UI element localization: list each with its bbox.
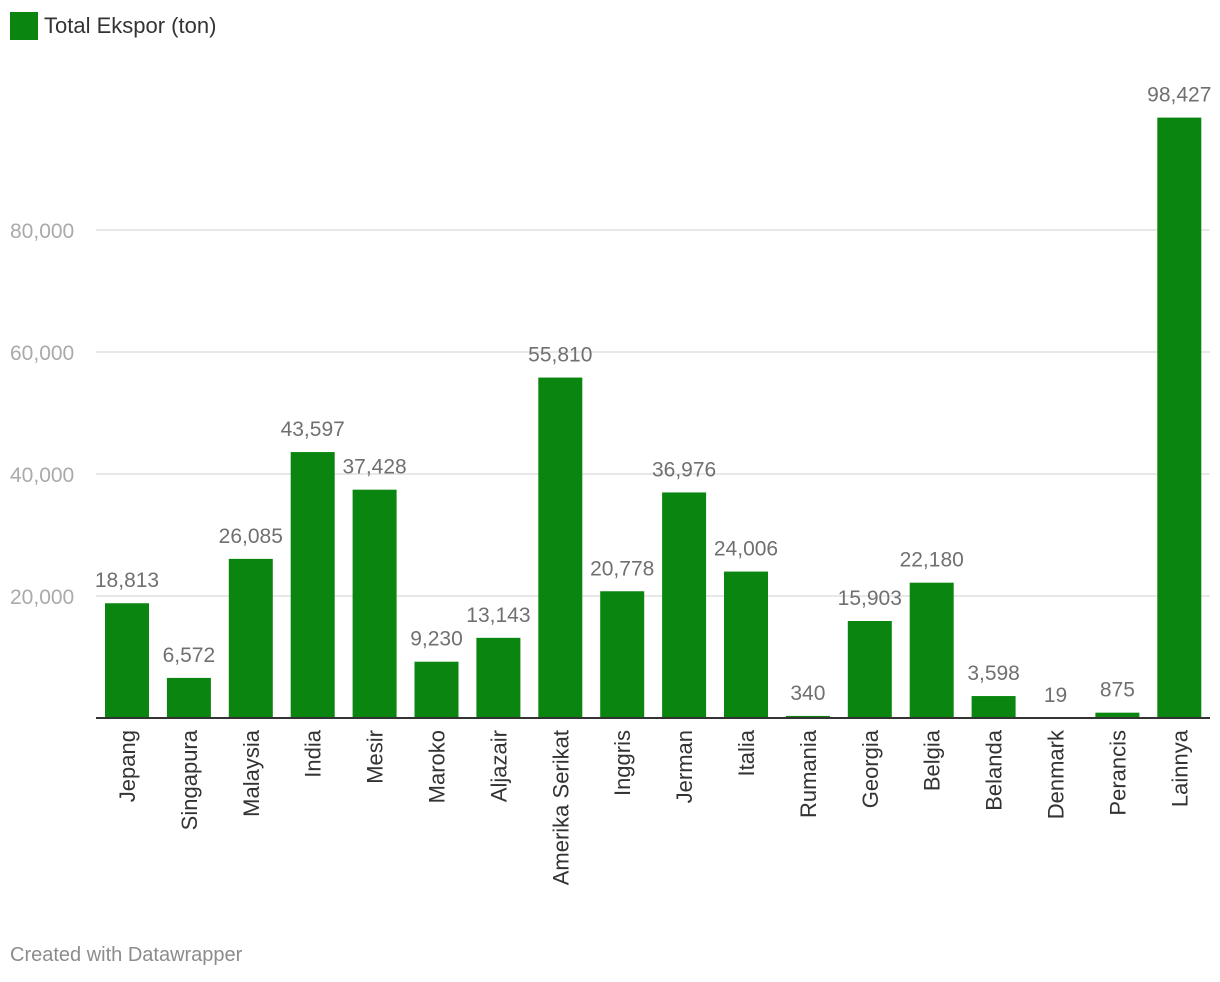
value-label: 6,572 <box>163 644 216 667</box>
x-tick-label: Belanda <box>982 729 1007 811</box>
legend-swatch <box>10 12 38 40</box>
bar <box>352 489 397 718</box>
value-label: 340 <box>790 682 825 705</box>
x-tick-label: Singapura <box>177 729 202 830</box>
x-tick-label: Mesir <box>363 730 388 784</box>
bar <box>909 582 954 718</box>
bar <box>290 452 335 718</box>
bar <box>476 637 521 718</box>
x-tick-label: Jerman <box>672 730 697 803</box>
x-tick-label: Rumania <box>796 729 821 818</box>
legend: Total Ekspor (ton) <box>10 11 216 41</box>
value-label: 15,903 <box>838 587 902 610</box>
x-tick-label: Inggris <box>610 730 635 796</box>
x-tick-label: Aljazair <box>486 730 511 802</box>
y-tick-label: 80,000 <box>10 220 74 243</box>
x-tick-label: Georgia <box>858 729 883 808</box>
bar <box>414 661 459 718</box>
x-tick-label: Maroko <box>425 730 450 803</box>
bar <box>105 603 149 718</box>
value-label: 18,813 <box>95 569 159 592</box>
bar <box>538 377 583 718</box>
y-tick-label: 20,000 <box>10 586 74 609</box>
x-tick-label: Malaysia <box>239 729 264 817</box>
value-label: 55,810 <box>528 344 592 367</box>
x-tick-label: Amerika Serikat <box>548 730 573 885</box>
bar <box>228 558 273 718</box>
legend-label: Total Ekspor (ton) <box>44 13 217 38</box>
x-tick-label: Lainnya <box>1167 729 1192 807</box>
x-tick-label: Jepang <box>115 730 140 802</box>
value-label: 9,230 <box>410 628 463 651</box>
x-tick-label: India <box>301 729 326 777</box>
x-tick-label: Belgia <box>920 729 945 791</box>
y-tick-label: 60,000 <box>10 342 74 365</box>
x-tick-label: Italia <box>734 729 759 776</box>
value-label: 36,976 <box>652 458 716 481</box>
y-tick-label: 40,000 <box>10 464 74 487</box>
bar <box>1095 712 1140 718</box>
value-label: 22,180 <box>900 549 964 572</box>
value-label: 24,006 <box>714 538 778 561</box>
value-label: 19 <box>1044 684 1067 707</box>
value-label: 37,428 <box>342 456 406 479</box>
bar <box>1157 117 1202 719</box>
value-label: 43,597 <box>281 418 345 441</box>
value-label: 26,085 <box>219 525 283 548</box>
bar <box>662 492 707 718</box>
value-label: 875 <box>1100 679 1135 702</box>
bar <box>724 571 768 718</box>
value-label: 13,143 <box>466 604 530 627</box>
bar <box>600 591 645 718</box>
bar <box>971 696 1016 718</box>
value-label: 98,427 <box>1147 84 1211 107</box>
value-label: 20,778 <box>590 557 654 580</box>
bar <box>166 677 211 718</box>
x-tick-label: Perancis <box>1105 730 1130 816</box>
footer-credit: Created with Datawrapper <box>10 944 243 966</box>
bar <box>785 715 830 718</box>
x-tick-label: Denmark <box>1044 729 1069 819</box>
value-label: 3,598 <box>967 662 1020 685</box>
bar <box>847 620 892 718</box>
